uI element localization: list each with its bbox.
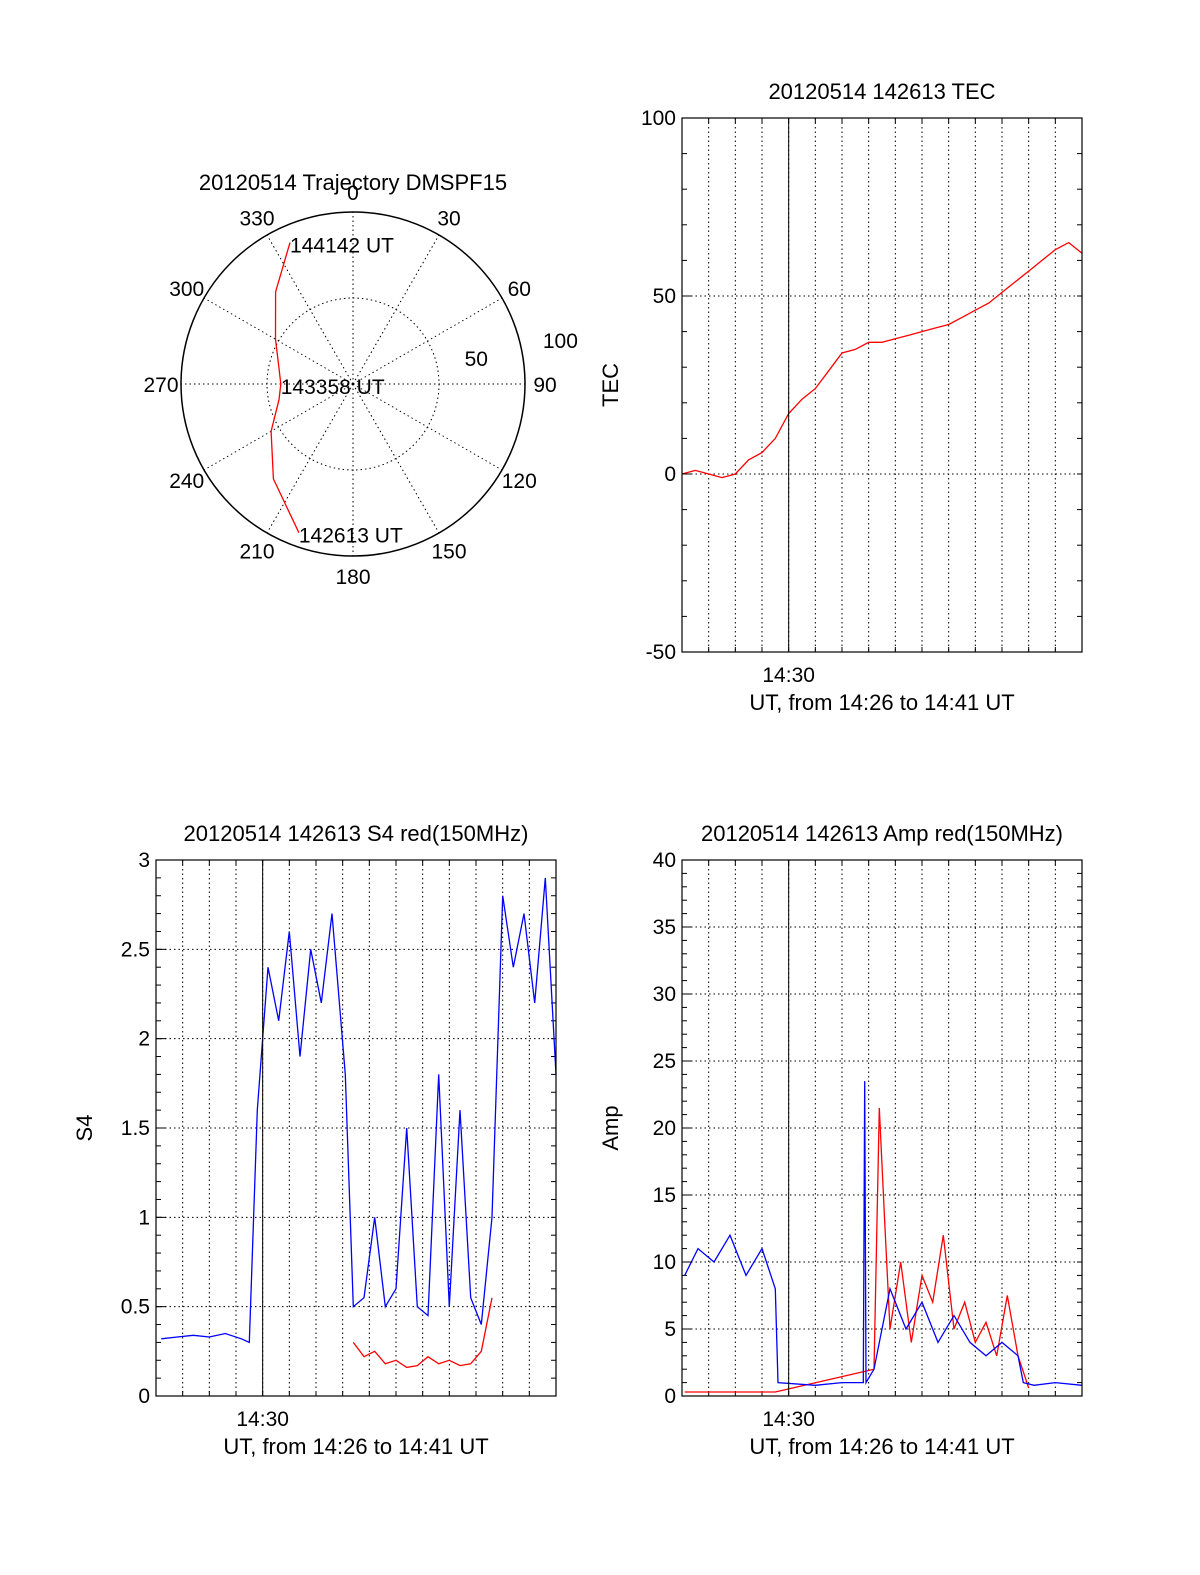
polar-spoke bbox=[352, 383, 503, 471]
y-tick-label: 0 bbox=[138, 1385, 150, 1408]
x-axis-label: UT, from 14:26 to 14:41 UT bbox=[749, 1434, 1014, 1459]
plot-frame bbox=[681, 117, 1083, 653]
chart-title: 20120514 142613 TEC bbox=[768, 79, 995, 104]
y-tick-label: 2.5 bbox=[121, 938, 150, 961]
time-annotation: 144142 UT bbox=[290, 235, 394, 258]
polar-spoke bbox=[352, 234, 440, 385]
x-tick-label: 14:30 bbox=[762, 664, 815, 687]
polar-angle-label: 270 bbox=[143, 374, 178, 397]
trajectory-line bbox=[270, 242, 300, 533]
polar-radius-label: 100 bbox=[543, 330, 578, 353]
y-tick-label: 10 bbox=[653, 1251, 676, 1274]
y-tick-label: 40 bbox=[653, 849, 676, 872]
y-tick-label: 15 bbox=[653, 1184, 676, 1207]
polar-angle-label: 30 bbox=[437, 208, 460, 231]
polar-angle-label: 330 bbox=[239, 208, 274, 231]
y-axis-label: Amp bbox=[598, 1105, 623, 1150]
polar-spoke bbox=[266, 234, 354, 385]
y-tick-label: 0 bbox=[664, 463, 676, 486]
y-tick-label: 3 bbox=[138, 849, 150, 872]
series-blue-line bbox=[684, 1081, 1083, 1386]
y-tick-label: 50 bbox=[653, 285, 676, 308]
series-red-line bbox=[352, 1297, 493, 1369]
y-axis-label: TEC bbox=[598, 363, 623, 407]
y-axis-label: S4 bbox=[72, 1115, 97, 1142]
y-tick-label: 1 bbox=[138, 1206, 150, 1229]
x-tick-label: 14:30 bbox=[236, 1408, 289, 1431]
x-tick-label: 14:30 bbox=[762, 1408, 815, 1431]
y-tick-label: 0.5 bbox=[121, 1296, 150, 1319]
y-tick-label: 25 bbox=[653, 1050, 676, 1073]
y-tick-label: 5 bbox=[664, 1318, 676, 1341]
polar-spoke bbox=[266, 383, 354, 534]
s4-chart: 0 0.5 1 1.5 2 2.5 3 14:30 20120514 142613 S4 red… bbox=[72, 821, 557, 1459]
polar-angle-label: 180 bbox=[335, 566, 370, 589]
polar-spoke bbox=[352, 383, 440, 534]
series-blue-line bbox=[161, 877, 557, 1344]
polar-outer-ring bbox=[180, 211, 526, 557]
y-tick-label: -50 bbox=[646, 641, 676, 664]
x-axis-label: UT, from 14:26 to 14:41 UT bbox=[223, 1434, 488, 1459]
polar-angle-label: 300 bbox=[169, 278, 204, 301]
polar-angle-label: 150 bbox=[431, 540, 466, 563]
series-red-line bbox=[684, 1107, 1030, 1393]
tec-chart: -50 0 50 100 14:30 20120514 142613 TEC UT, fro… bbox=[598, 79, 1083, 715]
chart-title: 20120514 142613 S4 red(150MHz) bbox=[184, 821, 529, 846]
series-red-line bbox=[681, 241, 1083, 479]
polar-angle-label: 240 bbox=[169, 470, 204, 493]
x-axis-label: UT, from 14:26 to 14:41 UT bbox=[749, 690, 1014, 715]
polar-spoke bbox=[203, 383, 354, 471]
polar-trajectory-chart: 0 30 60 90 120 150 180 210 240 270 300 330 50 100 1441… bbox=[143, 170, 577, 589]
y-tick-label: 100 bbox=[641, 107, 676, 130]
y-tick-label: 35 bbox=[653, 916, 676, 939]
y-tick-label: 0 bbox=[664, 1385, 676, 1408]
polar-angle-label: 210 bbox=[239, 540, 274, 563]
polar-angle-label: 0 bbox=[347, 182, 359, 205]
chart-title: 20120514 Trajectory DMSPF15 bbox=[199, 170, 507, 195]
chart-title: 20120514 142613 Amp red(150MHz) bbox=[701, 821, 1063, 846]
y-tick-label: 20 bbox=[653, 1117, 676, 1140]
y-tick-label: 2 bbox=[138, 1028, 150, 1051]
polar-angle-label: 60 bbox=[508, 278, 531, 301]
polar-angle-label: 120 bbox=[502, 470, 537, 493]
y-tick-label: 30 bbox=[653, 983, 676, 1006]
time-annotation: 143358 UT bbox=[281, 376, 385, 399]
amp-chart: 0 5 10 15 20 25 30 35 40 14:30 20120514 142613 Amp… bbox=[598, 821, 1083, 1459]
polar-spoke bbox=[203, 297, 354, 385]
polar-radius-label: 50 bbox=[465, 348, 488, 371]
time-annotation: 142613 UT bbox=[299, 525, 403, 548]
polar-angle-label: 90 bbox=[533, 374, 556, 397]
y-tick-label: 1.5 bbox=[121, 1117, 150, 1140]
polar-spoke bbox=[352, 297, 503, 385]
